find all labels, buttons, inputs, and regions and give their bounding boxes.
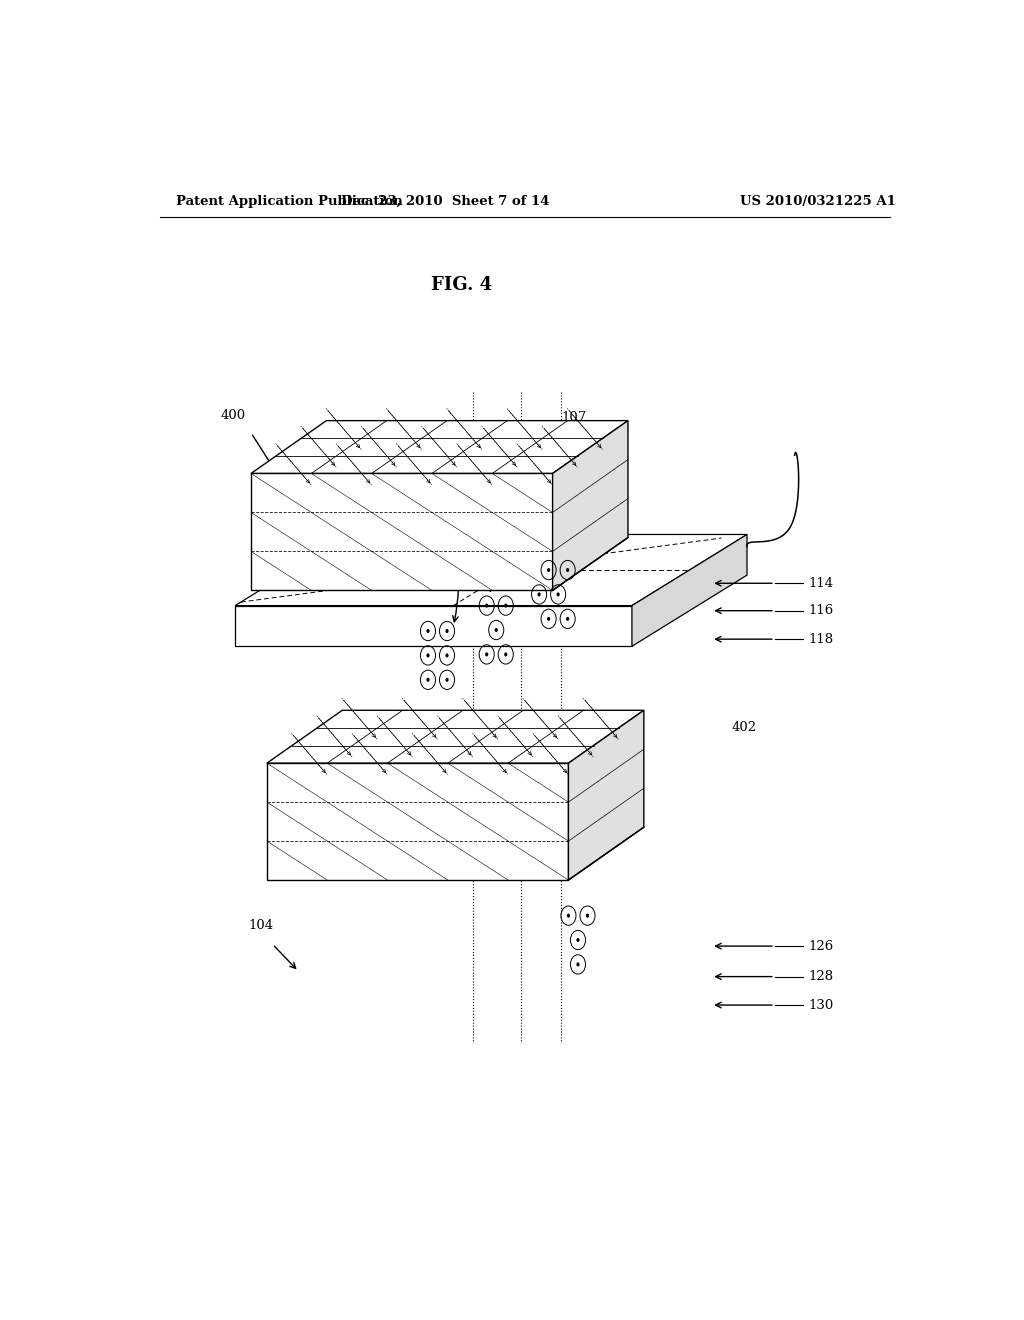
Circle shape xyxy=(426,630,430,634)
Text: 116: 116 xyxy=(808,605,834,618)
Circle shape xyxy=(504,603,507,607)
Text: 107: 107 xyxy=(561,411,587,424)
Text: 102: 102 xyxy=(304,499,330,512)
Polygon shape xyxy=(236,535,748,606)
Text: 122: 122 xyxy=(462,816,486,829)
Circle shape xyxy=(445,653,449,657)
Text: 128: 128 xyxy=(808,970,834,983)
Circle shape xyxy=(547,616,550,620)
Polygon shape xyxy=(251,421,628,474)
Text: 124: 124 xyxy=(399,824,425,837)
Text: Patent Application Publication: Patent Application Publication xyxy=(176,194,402,207)
Circle shape xyxy=(426,653,430,657)
Polygon shape xyxy=(632,535,748,647)
Circle shape xyxy=(538,593,541,597)
Text: 126: 126 xyxy=(808,940,834,953)
Circle shape xyxy=(577,962,580,966)
Circle shape xyxy=(556,593,560,597)
Circle shape xyxy=(485,603,488,607)
Polygon shape xyxy=(236,606,632,647)
Circle shape xyxy=(577,939,580,942)
Text: US 2010/0321225 A1: US 2010/0321225 A1 xyxy=(740,194,896,207)
Circle shape xyxy=(567,913,570,917)
Text: 130: 130 xyxy=(808,998,834,1011)
Text: Dec. 23, 2010  Sheet 7 of 14: Dec. 23, 2010 Sheet 7 of 14 xyxy=(341,194,550,207)
Text: 104: 104 xyxy=(249,919,273,932)
Text: FIG. 4: FIG. 4 xyxy=(431,276,492,294)
Circle shape xyxy=(504,652,507,656)
Circle shape xyxy=(485,652,488,656)
Polygon shape xyxy=(251,474,553,590)
Circle shape xyxy=(566,568,569,572)
Text: 118: 118 xyxy=(808,632,834,645)
Circle shape xyxy=(445,677,449,682)
Text: 109: 109 xyxy=(474,449,500,461)
Circle shape xyxy=(495,628,498,632)
Polygon shape xyxy=(568,710,644,880)
Polygon shape xyxy=(267,763,568,880)
Text: 400: 400 xyxy=(220,409,246,421)
Text: 120: 120 xyxy=(515,807,540,820)
Circle shape xyxy=(426,677,430,682)
Text: 112: 112 xyxy=(408,458,432,471)
Text: 114: 114 xyxy=(808,577,834,590)
Circle shape xyxy=(445,630,449,634)
Text: 402: 402 xyxy=(731,721,757,734)
Polygon shape xyxy=(553,421,628,590)
Circle shape xyxy=(566,616,569,620)
Circle shape xyxy=(547,568,550,572)
Polygon shape xyxy=(267,710,644,763)
Circle shape xyxy=(586,913,589,917)
